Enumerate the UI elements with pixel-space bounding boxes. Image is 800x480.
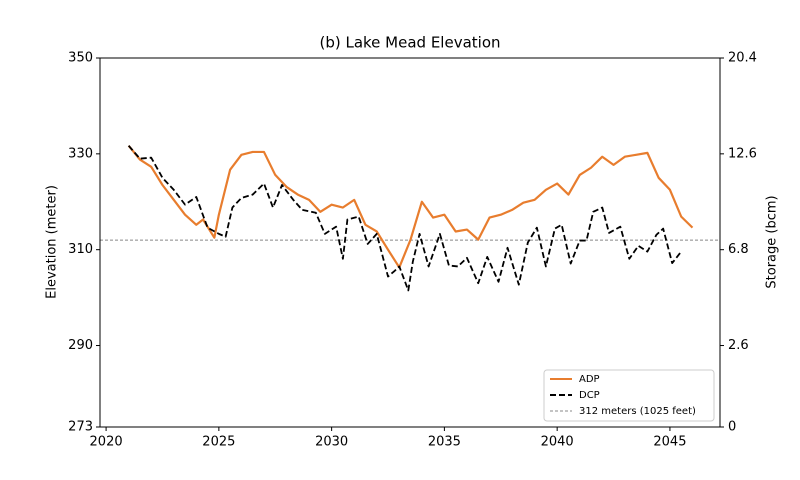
legend-label: 312 meters (1025 feet) (579, 406, 696, 417)
y2-tick-label: 0 (728, 420, 736, 435)
x-tick-label: 2030 (315, 435, 348, 450)
x-tick-label: 2040 (541, 435, 574, 450)
legend: ADP DCP 312 meters (1025 feet) (543, 369, 715, 422)
legend-label: DCP (579, 390, 600, 401)
series-line (127, 145, 694, 269)
y-tick-label: 330 (68, 146, 93, 161)
y-axis-label: Elevation (meter) (45, 185, 60, 299)
y2-tick-label: 2.6 (728, 338, 749, 353)
y-tick-label: 350 (68, 51, 93, 66)
legend-label: ADP (579, 374, 600, 385)
y-tick-label: 310 (68, 242, 93, 257)
x-tick-label: 2035 (428, 435, 461, 450)
x-tick-label: 2025 (202, 435, 235, 450)
x-tick-label: 2045 (653, 435, 686, 450)
y2-tick-label: 6.8 (728, 242, 749, 257)
chart-title: (b) Lake Mead Elevation (319, 34, 500, 52)
y2-tick-label: 12.6 (728, 146, 757, 161)
x-tick-label: 2020 (90, 435, 123, 450)
y2-tick-label: 20.4 (728, 51, 757, 66)
series-line (127, 145, 682, 292)
y2-axis-label: Storage (bcm) (765, 195, 780, 288)
plot-frame (99, 57, 721, 428)
legend-box (543, 369, 715, 422)
y-tick-label: 290 (68, 338, 93, 353)
y-tick-label: 273 (68, 420, 93, 435)
